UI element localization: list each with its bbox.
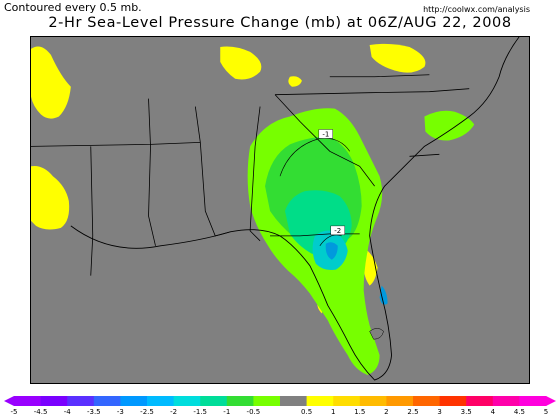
legend-swatch: [359, 396, 387, 406]
legend-label: -3.5: [86, 408, 101, 416]
legend-label: 1.5: [354, 408, 366, 416]
legend-label: -4: [63, 408, 71, 416]
positive-area-northeast: [369, 43, 426, 73]
source-url[interactable]: http://coolwx.com/analysis: [423, 5, 530, 14]
legend-swatch: [333, 396, 361, 406]
legend-swatch: [253, 396, 281, 406]
legend-label: 2: [384, 408, 389, 416]
contour-note: Contoured every 0.5 mb.: [4, 1, 142, 14]
legend-swatch: [173, 396, 201, 406]
legend-label: -4.5: [33, 408, 48, 416]
legend-right-arrow: [546, 396, 556, 406]
legend-swatch: [14, 396, 42, 406]
legend-swatch: [147, 396, 175, 406]
positive-area-nw: [31, 46, 71, 119]
legend-swatch: [67, 396, 95, 406]
legend-swatch: [280, 396, 308, 406]
legend-swatch: [439, 396, 467, 406]
legend-label: 5: [543, 408, 549, 416]
legend-swatch: [120, 396, 148, 406]
legend: -5 -4.5 -4 -3.5 -3 -2.5 -2 -1.5 -1 -0.5 0.5 1 1.5 2 2.…: [0, 394, 560, 420]
legend-label: -5: [10, 408, 18, 416]
legend-swatch: [466, 396, 494, 406]
positive-area-west: [31, 165, 70, 230]
contour-label-minus-2: -2: [334, 227, 341, 235]
legend-label: 2.5: [407, 408, 419, 416]
legend-label: 0.5: [301, 408, 313, 416]
contour-label-minus-1: -1: [322, 130, 329, 138]
legend-swatch: [226, 396, 254, 406]
negative-east-coast-spot: [379, 285, 388, 305]
legend-swatch: [519, 396, 547, 406]
legend-label: 4: [490, 408, 496, 416]
coastline: [70, 37, 520, 381]
legend-label: 1: [330, 408, 336, 416]
negative-2-5-spot: [325, 242, 338, 260]
legend-left-arrow: [4, 396, 14, 406]
contour-line-minus-2: [319, 234, 342, 246]
lake-okeechobee: [369, 328, 384, 340]
legend-label: -2: [170, 408, 178, 416]
map-canvas: -1 -2: [31, 37, 529, 383]
negative-area-small: [269, 124, 285, 137]
negative-area-ne: [424, 110, 475, 141]
legend-label: 3: [437, 408, 442, 416]
legend-swatch: [492, 396, 520, 406]
state-borders: [31, 74, 470, 276]
legend-swatch: [200, 396, 228, 406]
legend-swatch: [93, 396, 121, 406]
positive-area-small1: [288, 76, 302, 87]
legend-label: -1: [223, 408, 231, 416]
pressure-change-map: -1 -2: [30, 36, 530, 384]
legend-label: -3: [116, 408, 124, 416]
legend-swatch: [413, 396, 441, 406]
legend-colorbar: [4, 396, 556, 406]
legend-swatch: [306, 396, 334, 406]
legend-label: -2.5: [140, 408, 154, 416]
legend-label: 4.5: [513, 408, 525, 416]
legend-swatch: [40, 396, 68, 406]
legend-label: 3.5: [460, 408, 472, 416]
legend-swatch: [386, 396, 414, 406]
legend-label: -0.5: [246, 408, 261, 416]
legend-label: -1.5: [193, 408, 208, 416]
map-title: 2-Hr Sea-Level Pressure Change (mb) at 0…: [48, 15, 512, 31]
positive-area-north-central: [220, 46, 262, 80]
